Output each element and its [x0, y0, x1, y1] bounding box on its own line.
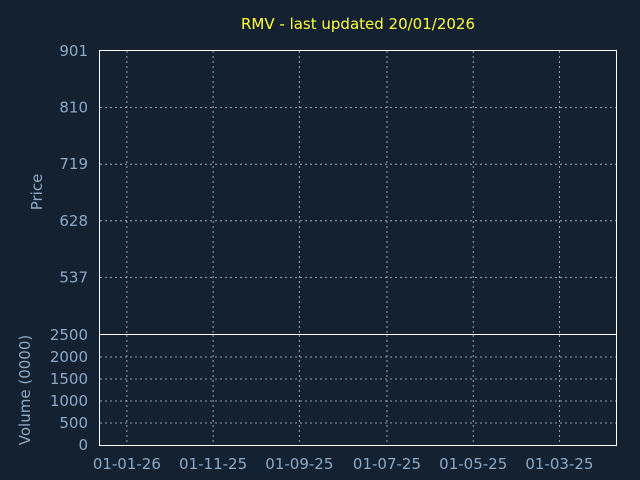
date-tick-label: 01-11-25 [179, 455, 247, 473]
price-tick-label: 810 [59, 99, 88, 117]
date-tick-label: 01-01-26 [93, 455, 161, 473]
price-grid [100, 51, 616, 334]
price-tick-label: 901 [59, 42, 88, 60]
volume-tick-label: 2500 [50, 326, 88, 344]
date-tick-label: 01-03-25 [525, 455, 593, 473]
price-tick-label: 719 [59, 155, 88, 173]
volume-panel-frame [99, 334, 617, 446]
volume-grid [100, 335, 616, 445]
date-tick-label: 01-09-25 [265, 455, 333, 473]
volume-tick-label: 1000 [50, 392, 88, 410]
price-axis-label: Price [28, 174, 46, 211]
volume-tick-label: 2000 [50, 348, 88, 366]
chart-title: RMV - last updated 20/01/2026 [241, 15, 475, 33]
date-tick-label: 01-07-25 [353, 455, 421, 473]
price-tick-label: 628 [59, 212, 88, 230]
volume-tick-labels: 2500 2000 1500 1000 500 0 [50, 326, 88, 454]
volume-tick-label: 500 [59, 414, 88, 432]
price-panel-frame [99, 50, 617, 335]
price-tick-label: 537 [59, 268, 88, 286]
date-tick-labels: 01-03-25 01-05-25 01-07-25 01-09-25 01-11-25… [93, 455, 594, 473]
volume-tick-label: 0 [78, 436, 88, 454]
date-tick-label: 01-05-25 [439, 455, 507, 473]
volume-axis-label: Volume (0000) [16, 335, 34, 445]
price-tick-labels: 901 810 719 628 537 [59, 42, 88, 286]
volume-tick-label: 1500 [50, 370, 88, 388]
